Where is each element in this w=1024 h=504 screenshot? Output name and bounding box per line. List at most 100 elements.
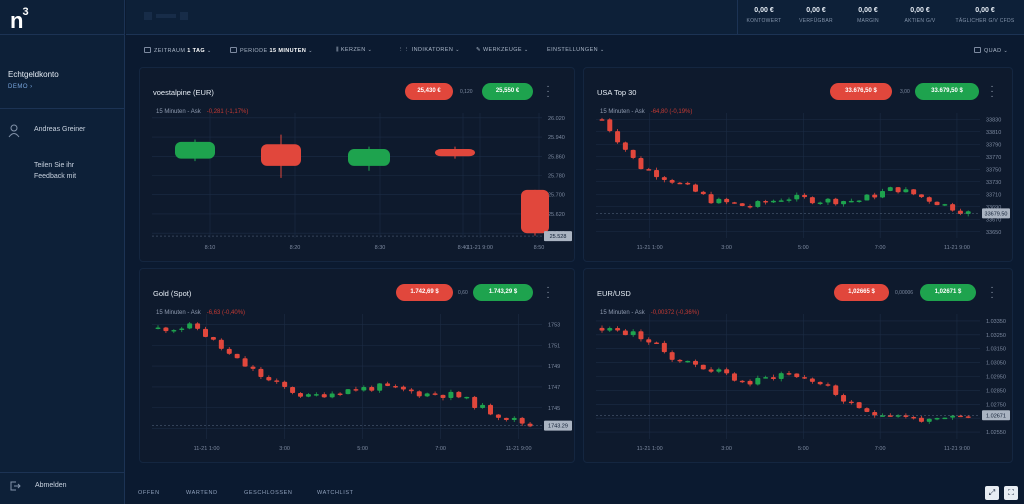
periode-dropdown[interactable]: PERIODE 15 MINUTEN ⌄	[230, 47, 313, 54]
buy-button[interactable]: 25,550 €	[482, 83, 533, 100]
sell-button[interactable]: 1.742,69 $	[396, 284, 453, 301]
panel-menu-icon[interactable]: · · ·	[546, 81, 550, 102]
y-tick-label: 1745	[548, 406, 560, 412]
positions-tabs: OFFEN WARTEND GESCHLOSSEN WATCHLIST	[126, 482, 1024, 504]
feedback-link[interactable]: Teilen Sie ihr Feedback mit	[34, 162, 77, 180]
candle-body	[393, 385, 398, 388]
panel-title: Gold (Spot)	[153, 289, 192, 298]
candle-body	[809, 378, 815, 382]
candle-body	[171, 329, 177, 332]
chart-subtitle: 15 Minuten - Ask -6,63 (-0,40%)	[156, 310, 246, 316]
candlestick-chart[interactable]: 17531751174917471745174311-21 1:003:005:…	[140, 269, 576, 464]
spread-value: 0,00006	[895, 290, 914, 296]
candle-body	[778, 200, 784, 202]
candle-body	[693, 360, 698, 365]
candle-body	[708, 369, 714, 372]
last-price-tag	[982, 410, 1010, 421]
sell-button[interactable]: 33.676,50 $	[830, 83, 892, 100]
indikatoren-dropdown[interactable]: ⋮⋮ INDIKATOREN ⌄	[398, 47, 460, 53]
x-tick-label: 5:00	[357, 446, 368, 452]
x-tick-label: 8:10	[205, 245, 216, 251]
candle-body	[495, 414, 501, 418]
last-price-label: 1.02671	[986, 413, 1006, 419]
sidebar: n3 Echtgeldkonto DEMO › Andreas Greiner …	[0, 0, 125, 504]
layout-dropdown[interactable]: QUAD ⌄	[974, 47, 1008, 54]
x-tick-label: 7:00	[875, 245, 886, 251]
candle-body	[464, 396, 470, 399]
candle-body	[646, 339, 652, 343]
candle-body	[519, 417, 525, 424]
candle-body	[872, 411, 878, 416]
y-tick-label: 33650	[986, 230, 1001, 236]
buy-button[interactable]: 1.743,29 $	[473, 284, 533, 301]
spread-value: 0,120	[460, 89, 473, 95]
tab-offen[interactable]: OFFEN	[138, 490, 160, 496]
candle-body	[440, 394, 446, 398]
panel-menu-icon[interactable]: · · ·	[990, 282, 994, 303]
candle-body	[841, 394, 847, 402]
zeitraum-dropdown[interactable]: ZEITRAUM 1 TAG ⌄	[144, 47, 212, 54]
candle-body	[926, 418, 932, 422]
candle-body	[607, 119, 613, 132]
stat-aktien-gv: 0,00 € AKTIEN G/V	[904, 7, 936, 24]
candle-body	[794, 373, 800, 378]
candle-body	[226, 348, 232, 354]
buy-button[interactable]: 1,02671 $	[920, 284, 976, 301]
candle-body	[724, 198, 730, 203]
account-stats: 0,00 € KONTOWERT 0,00 € VERFÜGBAR 0,00 € MA…	[737, 0, 1024, 35]
user-name[interactable]: Andreas Greiner	[34, 126, 86, 133]
x-tick-label: 5:00	[798, 245, 809, 251]
panel-menu-icon[interactable]: · · ·	[990, 81, 994, 102]
candlestick-chart[interactable]: 33830 33810 33790 33770 33750 33730 33710 33690…	[584, 68, 1014, 263]
demo-switch[interactable]: DEMO ›	[8, 84, 33, 90]
panel-menu-icon[interactable]: · · ·	[546, 282, 550, 303]
x-tick-label: 7:00	[875, 446, 886, 452]
candle-body	[864, 408, 870, 412]
candle-body	[724, 369, 730, 374]
kerzen-dropdown[interactable]: ⫼ KERZEN ⌄	[336, 47, 373, 53]
candle-body	[353, 389, 359, 391]
candlestick-chart[interactable]: 26.020 25.940 25.860 25.780 25.700 25.620 25.5…	[140, 68, 576, 263]
candle-body	[708, 194, 714, 204]
app-logo[interactable]: n3	[10, 6, 29, 33]
last-price-tag	[982, 208, 1010, 219]
candle-body	[934, 201, 940, 206]
logout-button[interactable]: Abmelden	[35, 482, 67, 489]
candlestick-chart[interactable]: 1.03350 1.03250 1.03150 1.03050 1.02950 1.028…	[584, 269, 1014, 464]
candle-body	[511, 417, 517, 420]
sell-button[interactable]: 1,02665 $	[834, 284, 889, 301]
candle-body	[950, 415, 956, 418]
x-tick-label: 5:00	[798, 446, 809, 452]
tab-watchlist[interactable]: WATCHLIST	[317, 490, 354, 496]
candle-body	[802, 377, 808, 379]
fullscreen-icon[interactable]: ⛶	[1004, 486, 1018, 500]
candle-body	[456, 391, 462, 398]
einstellungen-dropdown[interactable]: EINSTELLUNGEN ⌄	[547, 47, 605, 53]
candle-body	[348, 149, 390, 166]
x-tick-label: 11-21 9:00	[944, 245, 970, 251]
logout-icon[interactable]	[9, 480, 21, 492]
panel-title: EUR/USD	[597, 289, 631, 298]
panel-title: voestalpine (EUR)	[153, 88, 214, 97]
tab-geschlossen[interactable]: GESCHLOSSEN	[244, 490, 293, 496]
chart-toolbar: ZEITRAUM 1 TAG ⌄ PERIODE 15 MINUTEN ⌄ ⫼ KE…	[126, 40, 1024, 62]
candle-body	[298, 393, 303, 397]
chart-panel-gold: Gold (Spot) 1.742,69 $ 0,60 1.743,29 $ ·…	[139, 268, 575, 463]
last-price-label: 33679.50	[985, 211, 1008, 217]
candle-body	[416, 391, 422, 397]
grid-icon	[974, 47, 981, 53]
sell-button[interactable]: 25,430 €	[405, 83, 453, 100]
candle-body	[195, 323, 201, 329]
werkzeuge-dropdown[interactable]: ✎ WERKZEUGE ⌄	[476, 47, 529, 53]
x-tick-label: 8:20	[290, 245, 301, 251]
candle-body	[669, 352, 675, 360]
candle-body	[731, 373, 737, 381]
candle-body	[755, 200, 761, 208]
tab-wartend[interactable]: WARTEND	[186, 490, 218, 496]
x-tick-label: 11-21 9:00	[944, 446, 970, 452]
candle-body	[607, 327, 613, 331]
y-tick-label: 26.020	[548, 116, 565, 122]
candle-body	[716, 198, 722, 204]
buy-button[interactable]: 33.679,50 $	[915, 83, 979, 100]
expand-icon[interactable]: ⤢	[985, 486, 999, 500]
